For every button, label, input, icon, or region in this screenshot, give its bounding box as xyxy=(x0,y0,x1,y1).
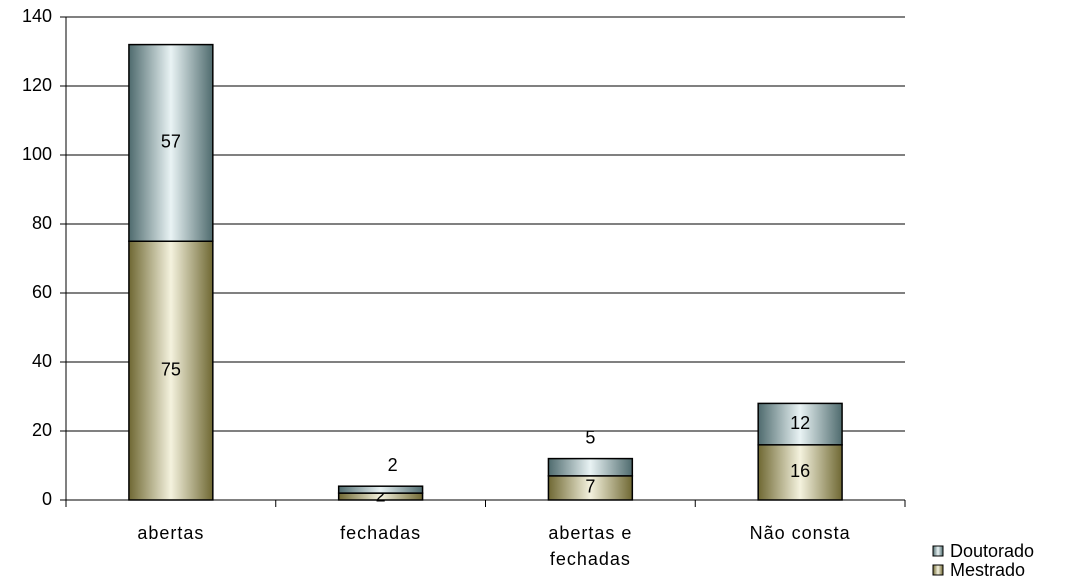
y-tick-label: 80 xyxy=(32,213,52,233)
data-label: 2 xyxy=(388,455,398,475)
x-tick-label: fechadas xyxy=(340,523,422,543)
data-label: 16 xyxy=(790,461,810,481)
data-label: 12 xyxy=(790,413,810,433)
y-tick-label: 100 xyxy=(22,144,52,164)
data-label: 57 xyxy=(161,132,181,152)
data-label: 5 xyxy=(585,427,595,447)
x-tick-label: Não consta xyxy=(749,523,851,543)
bar-segment xyxy=(128,43,214,242)
bar-segment xyxy=(757,402,843,446)
bar-segment xyxy=(337,485,424,494)
y-tick-label: 40 xyxy=(32,351,52,371)
data-label: 2 xyxy=(376,485,386,505)
x-tick-label: abertas xyxy=(137,523,205,543)
data-label: 7 xyxy=(585,477,595,497)
legend-swatch xyxy=(932,564,944,576)
y-tick-label: 60 xyxy=(32,282,52,302)
y-tick-label: 0 xyxy=(42,489,52,509)
bar-segment xyxy=(547,457,634,477)
bar-segment xyxy=(128,240,214,501)
data-label: 75 xyxy=(161,359,181,379)
y-tick-label: 20 xyxy=(32,420,52,440)
x-tick-label: abertas e fechadas xyxy=(548,523,633,569)
legend-swatch xyxy=(932,545,944,557)
y-tick-label: 140 xyxy=(22,6,52,26)
legend-label: Doutorado xyxy=(950,541,1034,561)
y-tick-label: 120 xyxy=(22,75,52,95)
legend-label: Mestrado xyxy=(950,560,1025,580)
